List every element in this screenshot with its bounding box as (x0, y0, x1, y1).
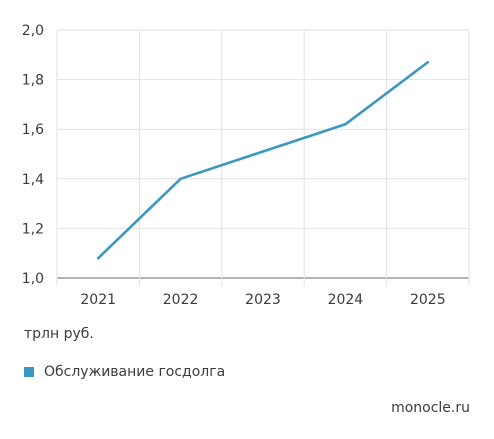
y-tick-label: 1,2 (22, 221, 44, 237)
series-group (96, 60, 430, 260)
y-tick-label: 1,4 (22, 172, 44, 188)
source-label: monocle.ru (391, 400, 470, 416)
y-tick-label: 1,0 (22, 271, 44, 287)
y-tick-label: 1,8 (22, 73, 44, 89)
legend-label: Обслуживание госдолга (44, 364, 226, 380)
x-tick-label: 2024 (328, 292, 364, 308)
y-tick-label: 2,0 (22, 23, 44, 39)
x-tick-label: 2025 (410, 292, 446, 308)
legend-swatch (24, 367, 34, 377)
x-axis-ticks: 2021 2022 2023 2024 2025 (80, 292, 445, 308)
grid-lines (56, 29, 470, 286)
line-chart: 1,0 1,2 1,4 1,6 1,8 2,0 2021 2022 2023 2024 2025 (22, 23, 470, 308)
series-line (96, 60, 430, 260)
y-axis-ticks: 1,0 1,2 1,4 1,6 1,8 2,0 (22, 23, 44, 287)
y-tick-label: 1,6 (22, 122, 44, 138)
legend: Обслуживание госдолга (24, 364, 225, 380)
unit-label: трлн руб. (24, 326, 94, 342)
x-tick-label: 2023 (245, 292, 281, 308)
x-tick-label: 2021 (80, 292, 116, 308)
x-tick-label: 2022 (163, 292, 199, 308)
